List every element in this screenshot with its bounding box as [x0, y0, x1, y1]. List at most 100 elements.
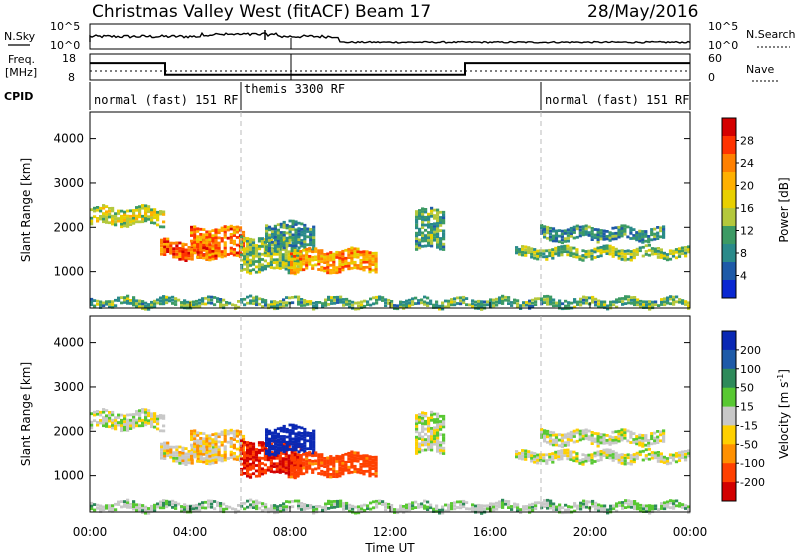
velocity-cell — [246, 474, 250, 478]
power-cell — [371, 268, 375, 272]
velocity-cell — [246, 472, 250, 475]
velocity-cell — [300, 502, 304, 505]
power-cell — [303, 240, 307, 244]
power-cell — [297, 235, 301, 239]
power-cell — [314, 250, 318, 253]
velocity-cell — [193, 445, 197, 448]
velocity-cell — [187, 455, 191, 459]
power-cell — [362, 255, 366, 259]
velocity-cell — [162, 506, 166, 510]
velocity-cell — [276, 505, 280, 508]
power-cell — [93, 215, 97, 219]
power-cell — [153, 208, 157, 211]
power-cell — [144, 219, 148, 223]
power-cell — [638, 249, 642, 253]
power-cell — [468, 303, 472, 307]
velocity-cell — [483, 507, 487, 511]
power-cell — [213, 303, 217, 307]
velocity-cell — [156, 419, 160, 423]
velocity-cell — [135, 418, 139, 422]
velocity-cell — [639, 506, 643, 510]
velocity-cell — [323, 459, 327, 463]
power-cell — [312, 238, 316, 242]
velocity-cell — [199, 437, 203, 440]
velocity-cell — [296, 455, 300, 459]
power-cell — [248, 253, 253, 257]
power-cell — [591, 298, 595, 302]
velocity-cell — [442, 420, 446, 423]
velocity-cell — [642, 504, 646, 508]
velocity-cell — [180, 507, 184, 511]
power-cell — [120, 220, 124, 223]
power-cell — [642, 300, 646, 304]
power-cell — [246, 255, 250, 258]
cpid-row: CPID normal (fast) 151 RF themis 3300 RF… — [4, 82, 691, 110]
velocity-cell — [132, 507, 136, 511]
velocity-cell — [504, 499, 508, 503]
velocity-cell — [297, 439, 301, 443]
velocity-cell — [576, 504, 580, 508]
velocity-cell — [549, 501, 553, 505]
power-cell — [575, 248, 579, 251]
power-cell — [566, 236, 570, 240]
power-cell — [210, 298, 214, 302]
velocity-cell — [530, 456, 534, 460]
power-cell — [111, 300, 115, 304]
power-cell — [291, 301, 295, 305]
power-cell — [436, 208, 440, 212]
velocity-cell — [572, 429, 576, 433]
velocity-cell — [453, 501, 457, 505]
power-cell — [548, 238, 553, 242]
velocity-cell — [660, 502, 664, 505]
velocity-cell — [312, 448, 316, 451]
power-cell — [647, 253, 651, 257]
power-cell — [232, 250, 236, 254]
power-cell — [243, 297, 247, 301]
velocity-cell — [662, 440, 666, 443]
power-cell — [273, 238, 277, 242]
velocity-cell — [284, 466, 288, 469]
velocity-cell — [575, 452, 579, 455]
power-cell — [341, 252, 345, 256]
velocity-cell — [597, 506, 601, 510]
velocity-cell — [644, 434, 648, 437]
power-cell — [111, 214, 115, 218]
velocity-cell — [563, 454, 567, 457]
velocity-cell — [207, 499, 211, 503]
power-cell — [210, 301, 214, 305]
velocity-cell — [246, 499, 250, 503]
power-cell — [285, 244, 289, 248]
power-cell — [421, 207, 425, 211]
velocity-cell — [282, 502, 286, 506]
velocity-cell — [190, 429, 194, 433]
velocity-cell — [596, 432, 600, 436]
velocity-cell — [626, 429, 630, 433]
power-cell — [635, 250, 639, 254]
velocity-cell — [220, 443, 224, 447]
power-cell — [659, 250, 663, 254]
power-cell — [405, 305, 409, 308]
power-cell — [436, 232, 440, 236]
velocity-ytick-label: 4000 — [53, 336, 84, 350]
velocity-cell — [120, 429, 124, 433]
power-cell — [291, 239, 295, 242]
power-cell — [243, 303, 247, 307]
velocity-cell — [566, 457, 570, 461]
velocity-cell — [248, 457, 253, 461]
velocity-cell — [330, 506, 334, 509]
power-cell — [591, 300, 595, 304]
power-cell — [669, 297, 673, 301]
power-cell — [542, 249, 546, 253]
velocity-cell — [153, 506, 157, 510]
velocity-cell — [424, 412, 428, 415]
power-cell — [442, 210, 446, 214]
velocity-cell — [665, 462, 670, 466]
velocity-cell — [341, 456, 345, 460]
power-cell — [207, 295, 211, 299]
velocity-cell — [269, 467, 273, 471]
power-cell — [175, 241, 179, 245]
velocity-cell — [211, 451, 215, 454]
power-cell — [162, 220, 166, 224]
power-cell — [196, 248, 200, 252]
power-cell — [321, 305, 325, 308]
